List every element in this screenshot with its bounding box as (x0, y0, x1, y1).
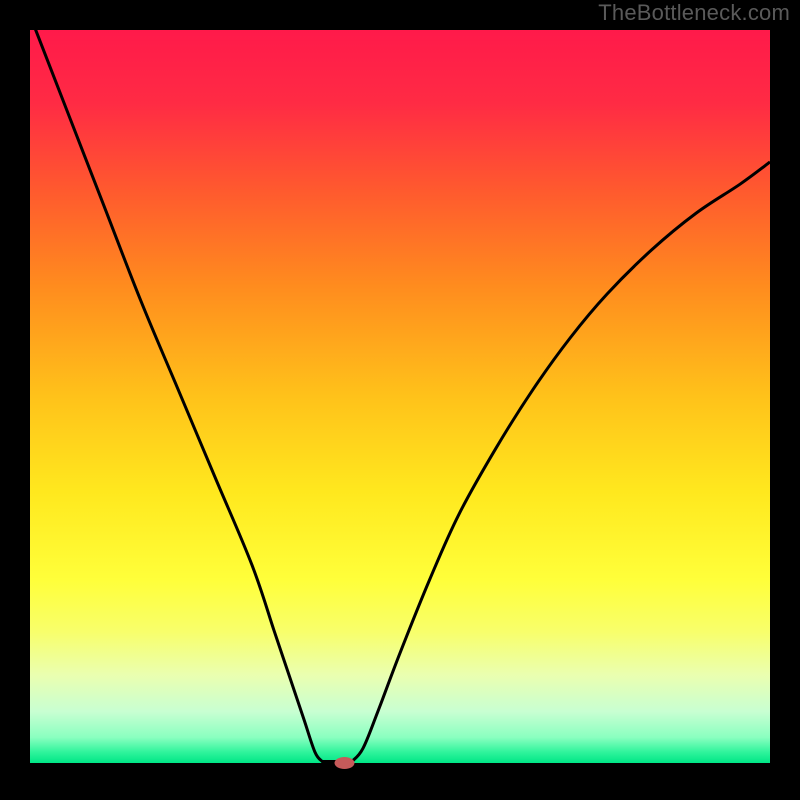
bottleneck-chart (0, 0, 800, 800)
optimal-point-marker (335, 757, 355, 769)
